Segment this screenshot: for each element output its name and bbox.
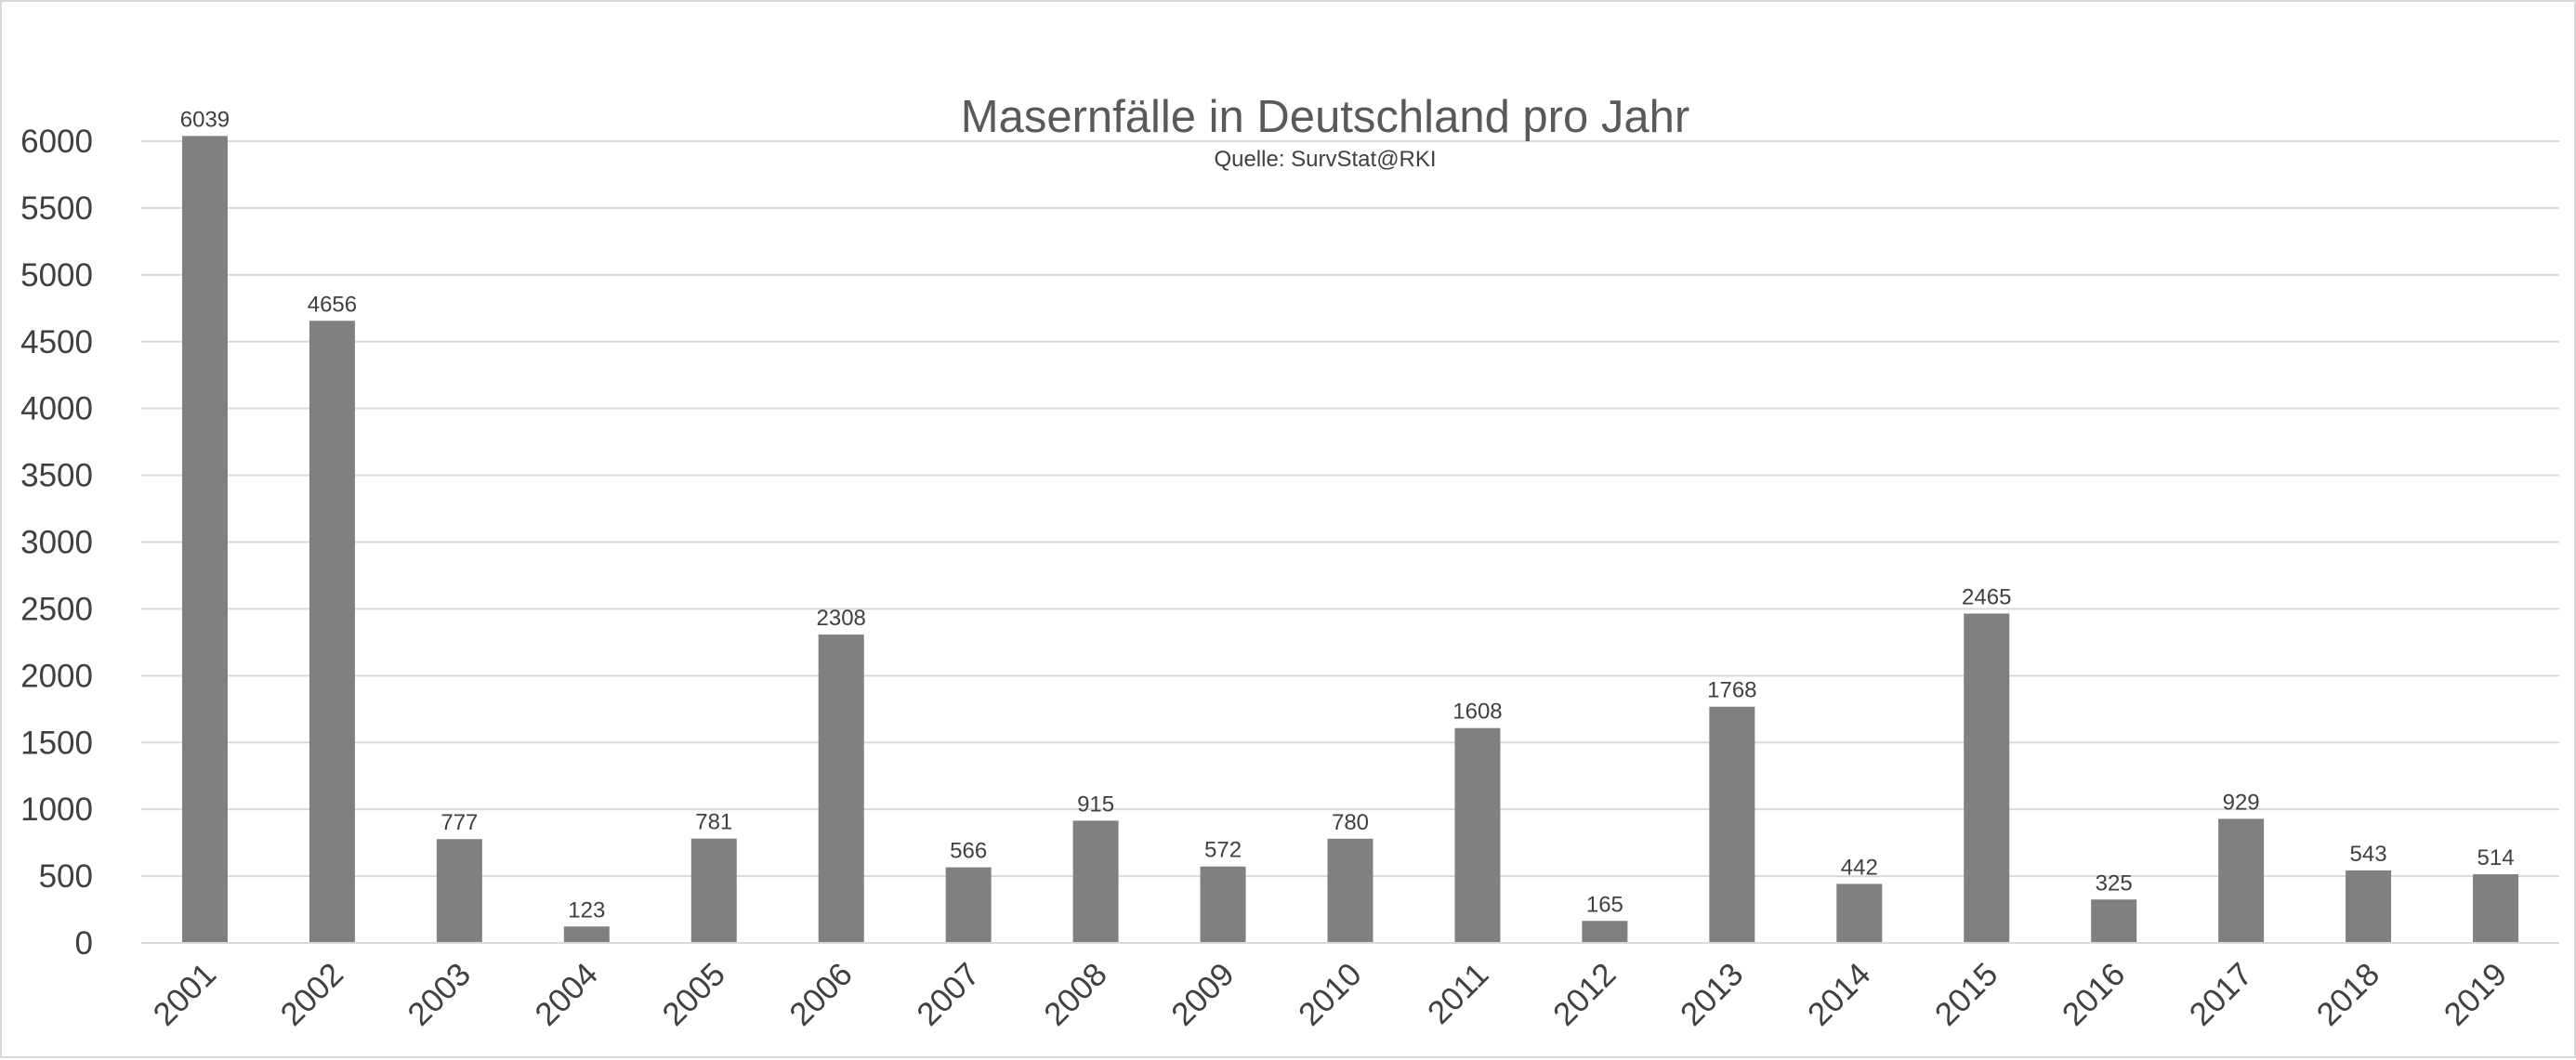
x-tick-label-2011: 2011 bbox=[1421, 956, 1496, 1031]
data-label-2012: 165 bbox=[1586, 892, 1623, 917]
bar-2016 bbox=[2091, 899, 2137, 943]
data-label-2019: 514 bbox=[2477, 845, 2515, 870]
bar-2004 bbox=[563, 926, 610, 943]
y-tick-label: 1000 bbox=[20, 792, 93, 828]
data-label-2014: 442 bbox=[1841, 855, 1878, 880]
y-tick-label: 4000 bbox=[20, 391, 93, 427]
y-tick-label: 1500 bbox=[20, 725, 93, 761]
x-tick-label-2001: 2001 bbox=[146, 956, 223, 1033]
y-tick-label: 2500 bbox=[20, 591, 93, 627]
bar-2005 bbox=[690, 838, 737, 943]
x-tick-label-2018: 2018 bbox=[2310, 956, 2387, 1033]
bar-2012 bbox=[1582, 921, 1628, 943]
data-label-2004: 123 bbox=[568, 897, 605, 923]
data-label-2005: 781 bbox=[695, 810, 732, 835]
data-labels: 6039 4656 777 123 781 2308 566 915 572 780 1608 165… bbox=[180, 107, 2515, 923]
data-label-2010: 780 bbox=[1332, 810, 1369, 835]
bar-2006 bbox=[818, 635, 864, 943]
x-tick-label-2006: 2006 bbox=[782, 956, 860, 1033]
bar-2015 bbox=[1964, 613, 2010, 943]
bars bbox=[181, 136, 2519, 943]
y-tick-label: 0 bbox=[75, 925, 93, 962]
y-tick-label: 500 bbox=[39, 858, 93, 895]
bar-2014 bbox=[1836, 883, 1883, 943]
bar-2001 bbox=[181, 136, 228, 943]
data-label-2001: 6039 bbox=[180, 107, 230, 132]
data-label-2003: 777 bbox=[440, 810, 478, 835]
x-axis: 2001 2002 2003 2004 2005 2006 2007 2008 2009 2010… bbox=[141, 942, 2559, 1033]
x-tick-label-2017: 2017 bbox=[2183, 956, 2260, 1033]
data-label-2002: 4656 bbox=[308, 292, 357, 317]
x-tick-label-2016: 2016 bbox=[2056, 956, 2133, 1033]
data-label-2016: 325 bbox=[2096, 870, 2133, 896]
data-label-2009: 572 bbox=[1204, 838, 1242, 863]
data-label-2018: 543 bbox=[2350, 842, 2387, 867]
y-tick-label: 4500 bbox=[20, 324, 93, 360]
x-tick-label-2008: 2008 bbox=[1037, 956, 1114, 1033]
chart-title: Masernfälle in Deutschland pro Jahr bbox=[961, 92, 1689, 142]
x-tick-label-2003: 2003 bbox=[401, 956, 478, 1033]
data-label-2013: 1768 bbox=[1707, 678, 1756, 703]
x-tick-label-2005: 2005 bbox=[655, 956, 732, 1033]
y-axis: 0 500 1000 1500 2000 2500 3000 3500 4000 4500 5000… bbox=[20, 124, 93, 962]
y-tick-label: 5000 bbox=[20, 257, 93, 294]
bar-2019 bbox=[2473, 874, 2519, 943]
bar-2017 bbox=[2218, 818, 2265, 943]
y-tick-label: 3000 bbox=[20, 525, 93, 561]
data-label-2015: 2465 bbox=[1962, 584, 2011, 609]
bar-2003 bbox=[436, 839, 482, 943]
y-tick-label: 2000 bbox=[20, 658, 93, 694]
y-tick-label: 5500 bbox=[20, 190, 93, 227]
data-label-2008: 915 bbox=[1077, 792, 1114, 817]
bar-2011 bbox=[1454, 727, 1501, 943]
bar-2002 bbox=[309, 321, 355, 943]
bar-2007 bbox=[945, 867, 992, 943]
data-label-2017: 929 bbox=[2223, 790, 2260, 815]
bar-2013 bbox=[1709, 706, 1755, 943]
x-tick-label-2012: 2012 bbox=[1546, 956, 1623, 1033]
x-tick-label-2019: 2019 bbox=[2438, 956, 2515, 1033]
data-label-2006: 2308 bbox=[817, 606, 866, 631]
gridlines bbox=[141, 140, 2559, 878]
x-tick-label-2013: 2013 bbox=[1674, 956, 1751, 1033]
x-tick-label-2002: 2002 bbox=[273, 956, 350, 1033]
x-tick-label-2015: 2015 bbox=[1928, 956, 2005, 1033]
data-label-2007: 566 bbox=[950, 839, 987, 864]
y-tick-label: 3500 bbox=[20, 458, 93, 494]
x-tick-label-2014: 2014 bbox=[1801, 956, 1878, 1033]
x-tick-label-2007: 2007 bbox=[910, 956, 987, 1033]
bar-2010 bbox=[1327, 838, 1373, 943]
chart-subtitle: Quelle: SurvStat@RKI bbox=[1214, 147, 1436, 172]
data-label-2011: 1608 bbox=[1452, 700, 1502, 725]
x-tick-label-2009: 2009 bbox=[1164, 956, 1242, 1033]
x-tick-label-2010: 2010 bbox=[1292, 956, 1369, 1033]
bar-2008 bbox=[1072, 820, 1119, 943]
x-tick-label-2004: 2004 bbox=[528, 956, 605, 1033]
bar-2009 bbox=[1200, 866, 1246, 943]
y-tick-label: 6000 bbox=[20, 124, 93, 160]
bar-2018 bbox=[2346, 870, 2392, 943]
